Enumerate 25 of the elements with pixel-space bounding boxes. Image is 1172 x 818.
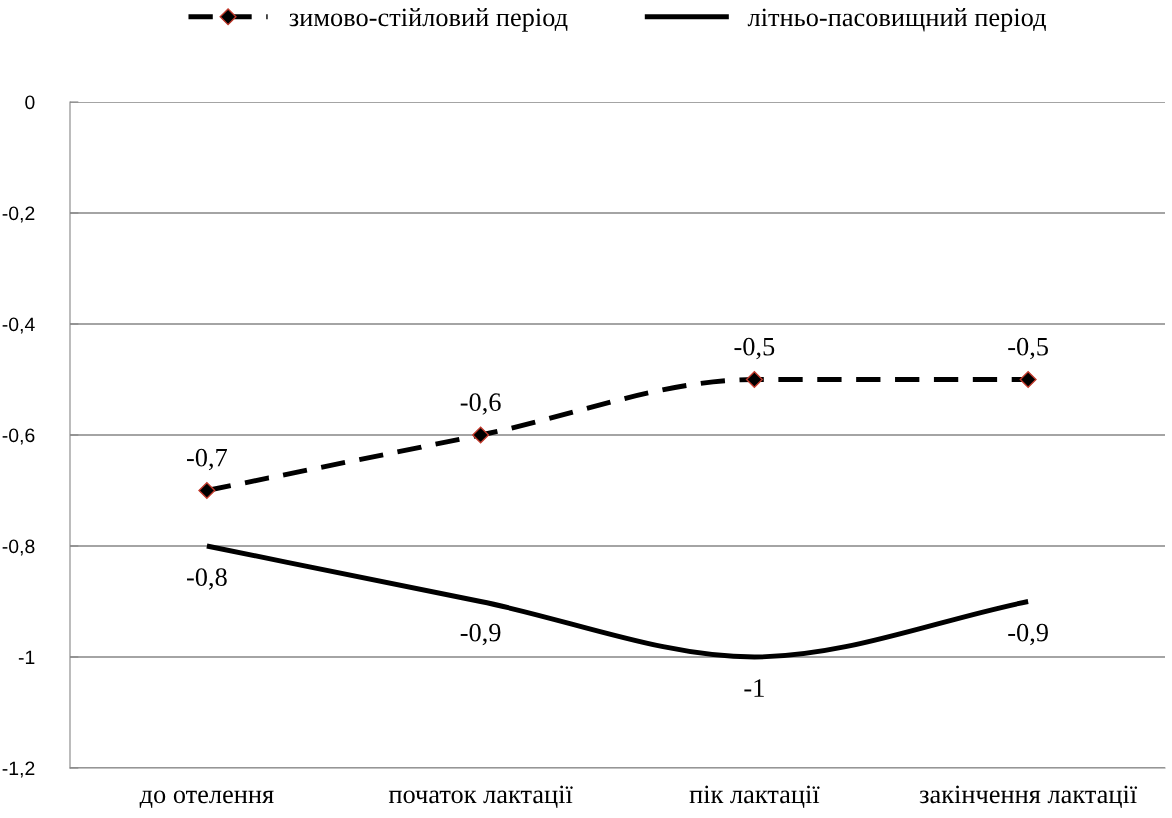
legend-label: літньо-пасовищний період — [747, 7, 1046, 32]
y-tick-label: 0 — [25, 95, 35, 110]
y-tick-label: -1 — [18, 650, 35, 665]
y-tick-label: -0,2 — [2, 206, 35, 223]
x-tick-label: початок лактації — [388, 785, 573, 809]
data-label: -0,8 — [186, 568, 227, 590]
x-tick-label: до отелення — [139, 790, 274, 809]
legend-label: зимово-стійловий період — [289, 7, 568, 32]
y-tick-label: -1,2 — [2, 761, 35, 778]
data-label: -1 — [744, 679, 764, 697]
y-tick-label: -0,4 — [2, 317, 35, 334]
data-label: -0,9 — [1008, 623, 1048, 646]
data-label: -0,7 — [186, 448, 227, 471]
y-tick-label: -0,8 — [2, 539, 35, 556]
data-label: -0,6 — [460, 393, 501, 415]
data-label: -0,5 — [734, 337, 775, 360]
point — [472, 426, 490, 444]
x-tick-label: пік лактації — [689, 785, 820, 809]
point — [198, 481, 216, 500]
point — [1019, 370, 1037, 389]
data-label: -0,5 — [1008, 337, 1048, 360]
x-tick-label: закінчення лактації — [919, 785, 1138, 809]
y-tick-label: -0,6 — [2, 428, 35, 445]
data-label: -0,9 — [460, 623, 501, 646]
point — [745, 370, 763, 389]
